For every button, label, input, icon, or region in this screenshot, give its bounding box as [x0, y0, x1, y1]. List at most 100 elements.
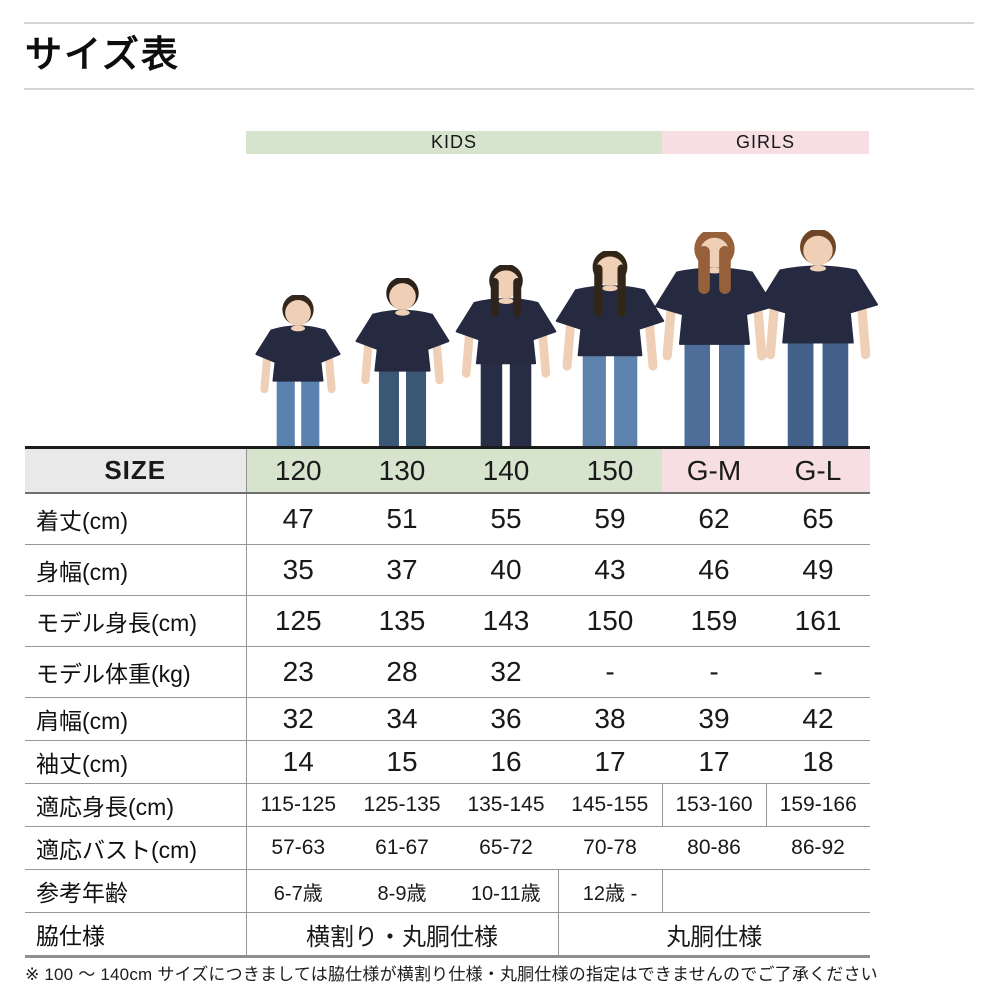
model-photo-150: [555, 251, 665, 448]
title-divider: [24, 88, 974, 90]
table-row: 適応身長(cm) 115-125 125-135 135-145 145-155 153-…: [25, 783, 870, 827]
model-photos: [0, 0, 1000, 448]
value-cell: 40: [454, 544, 558, 596]
value-cell: 159: [662, 595, 766, 647]
value-cell: 28: [350, 646, 454, 698]
value-cell: 125: [246, 595, 350, 647]
value-cell: 23: [246, 646, 350, 698]
size-column-140: 140: [454, 446, 558, 494]
value-cell: 17: [558, 740, 662, 784]
value-cell: 17: [662, 740, 766, 784]
table-row: 身幅(cm) 35 37 40 43 46 49: [25, 544, 870, 596]
value-cell: 38: [558, 697, 662, 741]
value-cell: 65: [766, 493, 870, 545]
value-cell: 135: [350, 595, 454, 647]
value-cell: 86-92: [766, 826, 870, 870]
value-cell: 12歳 -: [557, 869, 663, 913]
value-cell: [662, 869, 766, 913]
value-cell: 115-125: [246, 783, 350, 827]
value-cell: 65-72: [454, 826, 558, 870]
value-cell: 62: [662, 493, 766, 545]
row-label: 適応バスト(cm): [25, 826, 247, 870]
size-table: SIZE 120 130 140 150 G-M G-L 着丈(cm) 47 51 55 59 62 6…: [25, 446, 870, 958]
value-cell: 36: [454, 697, 558, 741]
value-cell: 横割り・丸胴仕様: [246, 912, 558, 958]
value-cell: 51: [350, 493, 454, 545]
value-cell: -: [558, 646, 662, 698]
model-photo-G-M: [654, 232, 775, 448]
table-row: 着丈(cm) 47 51 55 59 62 65: [25, 493, 870, 545]
group-label-girls: GIRLS: [662, 131, 869, 154]
table-row: 肩幅(cm) 32 34 36 38 39 42: [25, 697, 870, 741]
model-photo-120: [255, 295, 341, 448]
table-row: 参考年齢 6-7歳 8-9歳 10-11歳 12歳 -: [25, 869, 870, 913]
value-cell: [766, 869, 870, 913]
size-column-120: 120: [246, 446, 350, 494]
value-cell: 135-145: [454, 783, 558, 827]
footnote: ※ 100 ～ 140cm サイズにつきましては脇仕様が横割り仕様・丸胴仕様の指…: [25, 965, 878, 984]
value-cell: 70-78: [558, 826, 662, 870]
row-label: 肩幅(cm): [25, 697, 247, 741]
value-cell: 35: [246, 544, 350, 596]
group-label-kids: KIDS: [246, 131, 662, 154]
value-cell: 15: [350, 740, 454, 784]
value-cell: 8-9歳: [350, 869, 454, 913]
value-cell: 32: [454, 646, 558, 698]
row-label: 脇仕様: [25, 912, 247, 958]
table-row: 適応バスト(cm) 57-63 61-67 65-72 70-78 80-86 86-92: [25, 826, 870, 870]
size-column-130: 130: [350, 446, 454, 494]
value-cell: 34: [350, 697, 454, 741]
row-label: 適応身長(cm): [25, 783, 247, 827]
value-cell: 61-67: [350, 826, 454, 870]
size-column-G-L: G-L: [766, 446, 870, 494]
value-cell: 16: [454, 740, 558, 784]
model-photo-140: [455, 265, 557, 448]
value-cell: 57-63: [246, 826, 350, 870]
value-cell: 43: [558, 544, 662, 596]
value-cell: 42: [766, 697, 870, 741]
size-header-label: SIZE: [25, 446, 247, 494]
size-column-G-M: G-M: [662, 446, 766, 494]
table-row: 脇仕様 横割り・丸胴仕様 丸胴仕様: [25, 912, 870, 958]
value-cell: 18: [766, 740, 870, 784]
value-cell: 46: [662, 544, 766, 596]
value-cell: 32: [246, 697, 350, 741]
value-cell: -: [662, 646, 766, 698]
table-row: 袖丈(cm) 14 15 16 17 17 18: [25, 740, 870, 784]
row-label: モデル体重(kg): [25, 646, 247, 698]
size-column-150: 150: [558, 446, 662, 494]
row-label: 身幅(cm): [25, 544, 247, 596]
value-cell: 59: [558, 493, 662, 545]
value-cell: 6-7歳: [246, 869, 350, 913]
model-photo-G-L: [757, 230, 879, 448]
size-header-row: SIZE 120 130 140 150 G-M G-L: [25, 446, 870, 494]
row-label: 袖丈(cm): [25, 740, 247, 784]
top-divider: [24, 22, 974, 24]
table-row: モデル体重(kg) 23 28 32- - -: [25, 646, 870, 698]
model-photo-130: [355, 278, 450, 448]
value-cell: 丸胴仕様: [557, 912, 870, 958]
value-cell: 55: [454, 493, 558, 545]
row-label: 着丈(cm): [25, 493, 247, 545]
value-cell: 10-11歳: [454, 869, 558, 913]
value-cell: 80-86: [662, 826, 766, 870]
value-cell: 47: [246, 493, 350, 545]
row-label: モデル身長(cm): [25, 595, 247, 647]
value-cell: 39: [662, 697, 766, 741]
value-cell: 150: [558, 595, 662, 647]
value-cell: 14: [246, 740, 350, 784]
value-cell: 161: [766, 595, 870, 647]
value-cell: 125-135: [350, 783, 454, 827]
row-label: 参考年齢: [25, 869, 247, 913]
value-cell: 143: [454, 595, 558, 647]
value-cell: 49: [766, 544, 870, 596]
value-cell: 159-166: [765, 783, 870, 827]
value-cell: 145-155: [558, 783, 662, 827]
table-row: モデル身長(cm) 125 135 143 150 159 161: [25, 595, 870, 647]
value-cell: -: [766, 646, 870, 698]
page-title: サイズ表: [25, 34, 180, 75]
group-band: KIDS GIRLS: [0, 131, 1000, 154]
value-cell: 37: [350, 544, 454, 596]
value-cell: 153-160: [661, 783, 766, 827]
